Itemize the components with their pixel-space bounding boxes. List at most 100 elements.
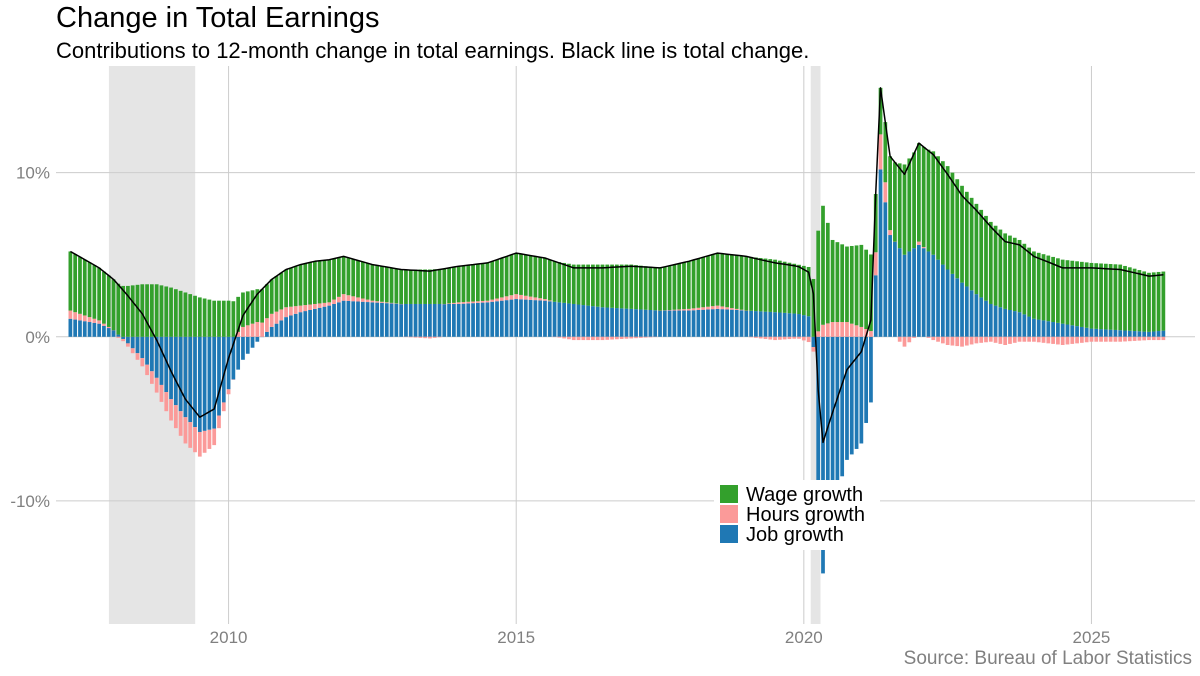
bar-hours: [595, 336, 600, 341]
bar-job: [1132, 331, 1137, 337]
bar-job: [936, 259, 940, 337]
bar-job: [193, 336, 197, 428]
bar-wage: [236, 296, 241, 332]
bar-hours: [1137, 336, 1142, 341]
bar-wage: [710, 254, 715, 307]
bar-hours: [150, 371, 154, 384]
bar-wage: [806, 266, 811, 317]
bar-job: [960, 282, 964, 337]
bar-job: [883, 202, 888, 337]
bar-job: [475, 302, 480, 337]
bar-job: [274, 323, 279, 337]
bar-wage: [667, 265, 672, 310]
bar-job: [87, 322, 92, 337]
bar-hours: [68, 310, 73, 319]
bar-job: [758, 311, 763, 337]
bar-job: [878, 169, 883, 337]
bar-wage: [509, 254, 514, 296]
bar-hours: [720, 306, 725, 310]
bar-wage: [849, 245, 854, 324]
bar-job: [624, 308, 629, 337]
bar-hours: [523, 295, 528, 300]
bar-hours: [888, 230, 892, 236]
bar-hours: [787, 336, 792, 340]
bar-job: [442, 303, 447, 337]
bar-job: [126, 336, 130, 344]
bar-wage: [969, 197, 974, 291]
bar-wage: [1008, 235, 1012, 310]
bar-wage: [116, 283, 121, 335]
bar-job: [1108, 329, 1113, 337]
bar-job: [145, 336, 149, 365]
bar-hours: [715, 305, 720, 309]
bar-wage: [533, 256, 538, 298]
bar-hours: [207, 429, 212, 449]
bar-job: [1151, 331, 1156, 337]
bar-wage: [303, 263, 308, 306]
bar-hours: [806, 336, 811, 343]
bar-wage: [437, 268, 442, 304]
bar-wage: [821, 205, 825, 325]
bar-hours: [408, 336, 413, 338]
bar-hours: [1099, 336, 1103, 342]
bar-wage: [265, 284, 269, 319]
bar-wage: [399, 269, 404, 304]
bar-hours: [471, 301, 475, 304]
bar-hours: [1108, 336, 1113, 342]
bar-wage: [495, 259, 499, 299]
bar-wage: [576, 264, 581, 305]
legend-swatch-hours: [720, 505, 738, 523]
bar-wage: [92, 265, 97, 319]
bar-hours: [691, 308, 696, 311]
bar-job: [619, 308, 624, 337]
bar-wage: [538, 257, 543, 299]
bar-job: [667, 310, 672, 337]
bar-wage: [82, 259, 87, 316]
total-change-line: [70, 87, 1164, 444]
bar-wage: [801, 265, 806, 316]
bar-job: [495, 301, 499, 337]
bar-hours: [830, 322, 835, 337]
bar-wage: [648, 266, 653, 310]
bar-job: [466, 303, 471, 337]
bar-job: [97, 323, 102, 337]
bar-job: [969, 290, 974, 337]
bar-hours: [116, 336, 121, 338]
bar-wage: [720, 253, 725, 307]
y-tick-label: 10%: [16, 164, 50, 183]
bar-hours: [428, 336, 432, 339]
bar-hours: [169, 399, 173, 421]
bar-job: [1113, 329, 1118, 337]
bar-hours: [960, 336, 964, 347]
bar-wage: [691, 259, 696, 309]
bar-wage: [902, 164, 907, 255]
bar-wage: [840, 244, 845, 323]
bar-wage: [279, 272, 284, 310]
bar-wage: [274, 276, 279, 312]
bar-job: [638, 309, 643, 337]
bar-wage: [466, 265, 471, 302]
bar-job: [178, 336, 183, 412]
x-tick-label: 2025: [1073, 628, 1111, 647]
bar-job: [634, 309, 638, 337]
bar-job: [1094, 328, 1099, 337]
bar-wage: [1065, 260, 1070, 325]
bar-job: [111, 330, 116, 337]
bar-wage: [787, 262, 792, 314]
bar-job: [940, 264, 945, 337]
bar-job: [974, 294, 979, 337]
bar-wage: [998, 229, 1003, 308]
bar-wage: [207, 299, 212, 337]
bar-hours: [782, 336, 787, 340]
bar-wage: [845, 246, 849, 323]
bar-wage: [231, 301, 236, 337]
bar-job: [269, 326, 274, 337]
bar-job: [691, 310, 696, 337]
bar-job: [284, 317, 288, 337]
bar-hours: [1103, 336, 1108, 342]
bar-wage: [375, 265, 380, 302]
bar-job: [514, 299, 519, 337]
bar-job: [1161, 330, 1166, 337]
bar-job: [341, 300, 346, 337]
